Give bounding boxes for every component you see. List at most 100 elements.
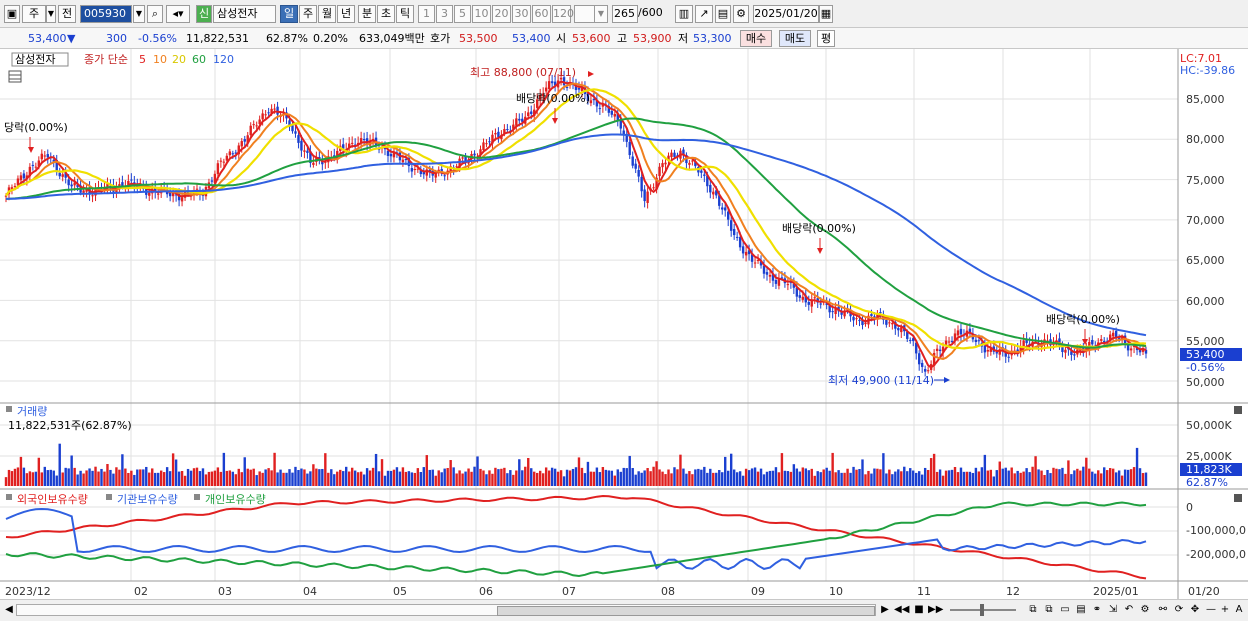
- interval-3[interactable]: 3: [436, 5, 453, 23]
- candle-body: [759, 261, 763, 266]
- candle-body: [1025, 338, 1028, 344]
- period-minute[interactable]: 분: [358, 5, 376, 23]
- prev-button[interactable]: 전: [58, 5, 76, 23]
- font-size-icon[interactable]: A: [1235, 604, 1243, 615]
- chain-icon[interactable]: ⚯: [1158, 604, 1168, 615]
- interval-30[interactable]: 30: [512, 5, 531, 23]
- institution-holding-line: [5, 507, 1147, 571]
- individual-holding-legend[interactable]: 개인보유수량: [205, 493, 266, 506]
- volume-bar: [649, 471, 652, 486]
- ma-legend-20[interactable]: 20: [172, 53, 186, 66]
- volume-bar: [46, 470, 49, 486]
- interval-60[interactable]: 60: [532, 5, 551, 23]
- candle-body: [303, 150, 306, 152]
- foreign-holding-legend[interactable]: 외국인보유수량: [17, 493, 88, 506]
- type-dropdown-icon[interactable]: ▼: [46, 5, 56, 23]
- interval-5[interactable]: 5: [454, 5, 471, 23]
- copy-icon[interactable]: ⧉: [1045, 604, 1053, 615]
- stock-name-field[interactable]: 삼성전자: [213, 5, 276, 23]
- window-icon[interactable]: ▭: [1060, 604, 1070, 615]
- volume-bar: [10, 471, 14, 486]
- candle-body: [917, 353, 921, 365]
- candle-body: [174, 194, 178, 196]
- code-dropdown-icon[interactable]: ▼: [133, 5, 145, 23]
- rewind-icon[interactable]: ◀◀: [894, 604, 910, 615]
- count-input[interactable]: 265: [612, 5, 638, 23]
- forward-icon[interactable]: ▶▶: [928, 604, 944, 615]
- period-week[interactable]: 주: [299, 5, 317, 23]
- candle-body: [222, 161, 226, 163]
- stop-icon[interactable]: ■: [914, 604, 924, 615]
- close-icon[interactable]: [1234, 494, 1242, 502]
- gear-icon[interactable]: ⚙: [733, 5, 749, 23]
- ma-legend-120[interactable]: 120: [213, 53, 234, 66]
- volume-bar: [995, 470, 998, 486]
- layout-icon[interactable]: ▣: [4, 5, 20, 23]
- period-day[interactable]: 일: [280, 5, 298, 23]
- candle-body: [422, 172, 426, 175]
- volume-bar: [583, 473, 587, 486]
- volume-bar: [971, 473, 975, 486]
- interval-1[interactable]: 1: [418, 5, 435, 23]
- ma-legend-5[interactable]: 5: [139, 53, 146, 66]
- compare-icon[interactable]: ⧉: [1029, 604, 1037, 615]
- volume-bar: [974, 467, 978, 486]
- chart-area[interactable]: 삼성전자 종가 단순 5 10 20 60 120 LC:7.01 HC:-39…: [0, 49, 1248, 599]
- scroll-left-icon[interactable]: ◀: [5, 604, 13, 615]
- horizontal-scrollbar[interactable]: [16, 604, 876, 616]
- period-second[interactable]: 초: [377, 5, 395, 23]
- pan-icon[interactable]: ✥: [1190, 604, 1200, 615]
- zoom-out-icon[interactable]: —: [1206, 604, 1216, 615]
- undo-icon[interactable]: ↶: [1124, 604, 1134, 615]
- candle-type-icon[interactable]: ▥: [675, 5, 693, 23]
- table-icon[interactable]: [8, 70, 22, 83]
- scroll-thumb[interactable]: [497, 606, 875, 616]
- period-month[interactable]: 월: [318, 5, 336, 23]
- refresh-icon[interactable]: ⟳: [1174, 604, 1184, 615]
- volume-bar: [312, 464, 315, 486]
- date-input[interactable]: 2025/01/20: [753, 5, 819, 23]
- link-icon[interactable]: ⚭: [1092, 604, 1102, 615]
- calendar-icon[interactable]: ▦: [819, 5, 833, 23]
- interval-120[interactable]: 120: [552, 5, 574, 23]
- interval-20[interactable]: 20: [492, 5, 511, 23]
- settings-icon[interactable]: ⚙: [1140, 604, 1150, 615]
- volume-bar: [34, 471, 38, 486]
- print-icon[interactable]: ▤: [1076, 604, 1086, 615]
- stock-code-input[interactable]: 005930: [80, 5, 132, 23]
- institution-holding-legend[interactable]: 기관보유수량: [117, 493, 178, 506]
- candle-body: [61, 174, 64, 177]
- candle-body: [541, 93, 545, 97]
- scroll-right-icon[interactable]: ▶: [881, 604, 889, 615]
- zoom-in-icon[interactable]: +: [1220, 604, 1230, 615]
- export-icon[interactable]: ⇲: [1108, 604, 1118, 615]
- buy-button[interactable]: 매수: [740, 30, 772, 47]
- type-select[interactable]: 주: [22, 5, 46, 23]
- stock-chart[interactable]: 삼성전자 종가 단순 5 10 20 60 120 LC:7.01 HC:-39…: [0, 49, 1248, 599]
- volume-title[interactable]: 거래량: [17, 405, 47, 418]
- candle-body: [458, 158, 461, 168]
- last-price-box: [1180, 348, 1242, 361]
- volume-bar: [923, 467, 927, 486]
- ma-legend-60[interactable]: 60: [192, 53, 206, 66]
- candle-body: [461, 157, 464, 159]
- ma-legend-10[interactable]: 10: [153, 53, 167, 66]
- zoom-slider-handle[interactable]: [980, 604, 984, 616]
- period-year[interactable]: 년: [337, 5, 355, 23]
- candle-body: [482, 142, 485, 151]
- eval-button[interactable]: 평: [817, 30, 835, 47]
- search-icon[interactable]: ⌕: [147, 5, 163, 23]
- volume-bar: [622, 467, 625, 486]
- close-icon[interactable]: [1234, 406, 1242, 414]
- volume-bar: [165, 467, 169, 486]
- interval-dropdown-icon[interactable]: ▼: [594, 5, 608, 23]
- save-icon[interactable]: ▤: [715, 5, 731, 23]
- volume-bar: [401, 467, 405, 486]
- interval-10[interactable]: 10: [472, 5, 491, 23]
- sell-button[interactable]: 매도: [779, 30, 811, 47]
- stock-tag-box[interactable]: [11, 52, 69, 67]
- volume-readout: 11,822,531주(62.87%): [8, 419, 132, 432]
- period-tick[interactable]: 틱: [396, 5, 414, 23]
- indicator-icon[interactable]: ↗: [695, 5, 713, 23]
- speaker-icon[interactable]: ◂▾: [166, 5, 190, 23]
